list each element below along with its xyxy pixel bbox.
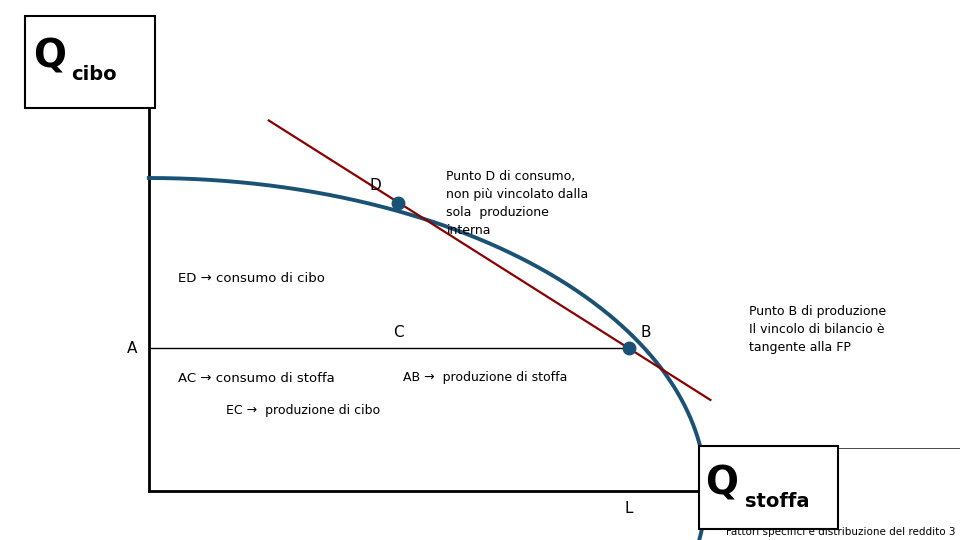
Text: AC → consumo di stoffa: AC → consumo di stoffa <box>178 372 334 384</box>
Text: Punto B di produzione
Il vincolo di bilancio è
tangente alla FP: Punto B di produzione Il vincolo di bila… <box>749 305 886 354</box>
Text: Q: Q <box>33 38 65 76</box>
Text: A: A <box>127 341 137 356</box>
Text: B: B <box>640 325 651 340</box>
Text: cibo: cibo <box>71 65 117 84</box>
Text: Fattori specifici e distribuzione del reddito 3: Fattori specifici e distribuzione del re… <box>726 527 955 537</box>
Bar <box>699 446 838 529</box>
Text: stoffa: stoffa <box>745 491 809 511</box>
Text: AB →  produzione di stoffa: AB → produzione di stoffa <box>403 372 567 384</box>
Text: L: L <box>625 501 633 516</box>
Text: Punto D di consumo,
non più vincolato dalla
sola  produzione
interna: Punto D di consumo, non più vincolato da… <box>446 170 588 237</box>
Text: D: D <box>370 178 381 193</box>
Text: EC →  produzione di cibo: EC → produzione di cibo <box>226 404 380 417</box>
Text: ED → consumo di cibo: ED → consumo di cibo <box>178 272 324 285</box>
Text: Q: Q <box>705 464 737 502</box>
Text: C: C <box>393 325 404 340</box>
Bar <box>25 16 155 108</box>
